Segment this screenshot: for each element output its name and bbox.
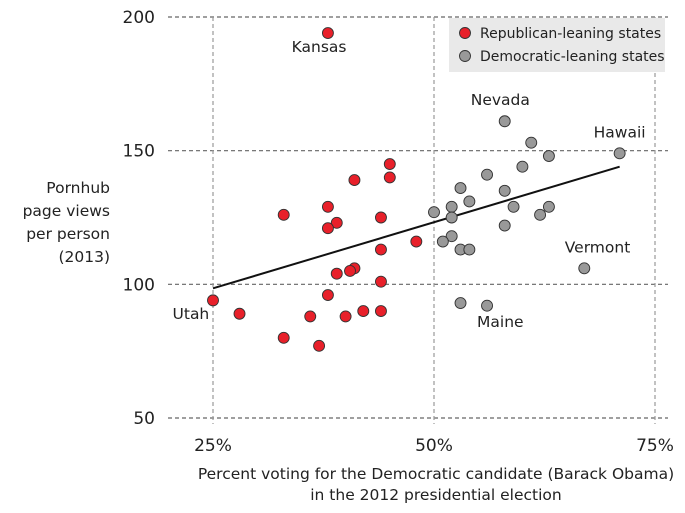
democratic-point <box>498 115 511 128</box>
republican-point <box>277 331 290 344</box>
democratic-point <box>428 206 440 219</box>
annotation-utah: Utah <box>173 305 210 323</box>
trendline <box>212 165 620 290</box>
republican-point <box>207 294 219 307</box>
republican-point <box>348 174 361 187</box>
democratic-point <box>613 147 626 160</box>
republican-point <box>383 158 396 170</box>
y-axis-label-line: Pornhub <box>46 179 110 197</box>
republican-point <box>410 235 423 248</box>
annotation-vermont: Vermont <box>565 238 631 256</box>
democratic-point <box>445 200 458 213</box>
democratic-point <box>481 168 493 181</box>
republican-point <box>321 27 334 39</box>
democratic-point <box>542 200 555 213</box>
legend-entry: Republican-leaning states <box>480 26 661 42</box>
y-tick-label: 100 <box>123 275 155 295</box>
democratic-point <box>507 200 520 213</box>
x-tick-label: 25% <box>194 436 232 456</box>
democratic-point <box>463 195 476 208</box>
republican-point <box>375 243 387 256</box>
y-axis-label-line: (2013) <box>58 248 110 266</box>
republican-point <box>330 216 343 229</box>
x-axis-label: Percent voting for the Democratic candid… <box>198 465 674 504</box>
annotation-hawaii: Hawaii <box>594 123 646 141</box>
democratic-point <box>525 136 538 149</box>
republican-point <box>321 222 334 235</box>
state-annotations: Kansas Nevada Hawaii Vermont Utah Maine <box>173 38 646 331</box>
trend-line <box>212 165 620 290</box>
republican-point <box>277 208 290 221</box>
y-tick-label: 200 <box>123 8 155 28</box>
democratic-point <box>516 160 529 173</box>
republican-point <box>375 275 387 288</box>
legend-marker <box>459 50 471 62</box>
data-points <box>207 27 626 352</box>
y-axis-label-line: page views <box>23 202 110 220</box>
republican-point <box>357 305 370 318</box>
republican-point <box>344 265 356 277</box>
democratic-point <box>445 211 458 224</box>
legend-box <box>449 18 665 72</box>
democratic-point <box>454 182 467 195</box>
x-tick-labels: 25% 50% 75% <box>194 436 674 456</box>
x-tick-label: 75% <box>636 436 674 456</box>
republican-point <box>375 211 387 224</box>
x-tick-label: 50% <box>415 436 453 456</box>
republican-point <box>383 171 396 184</box>
republican-point <box>304 310 317 323</box>
legend-marker <box>459 27 471 39</box>
democratic-point <box>498 184 511 197</box>
democratic-point <box>534 208 547 221</box>
y-axis-label-line: per person <box>26 225 110 243</box>
republican-point <box>330 267 343 280</box>
republican-point <box>375 305 387 318</box>
republican-point <box>321 200 334 213</box>
legend: Republican-leaning states Democratic-lean… <box>449 18 665 72</box>
y-tick-label: 150 <box>123 142 155 162</box>
democratic-point <box>445 230 458 243</box>
democratic-point <box>454 297 467 309</box>
annotation-maine: Maine <box>477 313 524 331</box>
democratic-point <box>498 219 511 232</box>
y-tick-label: 50 <box>133 409 155 429</box>
democratic-point <box>463 243 476 256</box>
annotation-kansas: Kansas <box>292 38 347 56</box>
republican-point <box>313 339 326 352</box>
grid <box>168 16 668 424</box>
republican-point <box>339 310 352 323</box>
democratic-point <box>481 299 493 312</box>
x-axis-label-line: Percent voting for the Democratic candid… <box>198 465 674 483</box>
annotation-nevada: Nevada <box>471 91 530 109</box>
democratic-point <box>578 262 591 275</box>
y-axis-label: Pornhub page views per person (2013) <box>23 179 110 266</box>
republican-point <box>321 289 334 301</box>
democratic-point <box>542 150 555 162</box>
y-tick-labels: 50 100 150 200 <box>123 8 155 429</box>
republican-point <box>233 307 246 320</box>
democratic-point <box>436 235 449 248</box>
x-axis-label-line: in the 2012 presidential election <box>310 486 562 504</box>
legend-entry: Democratic-leaning states <box>480 49 665 65</box>
